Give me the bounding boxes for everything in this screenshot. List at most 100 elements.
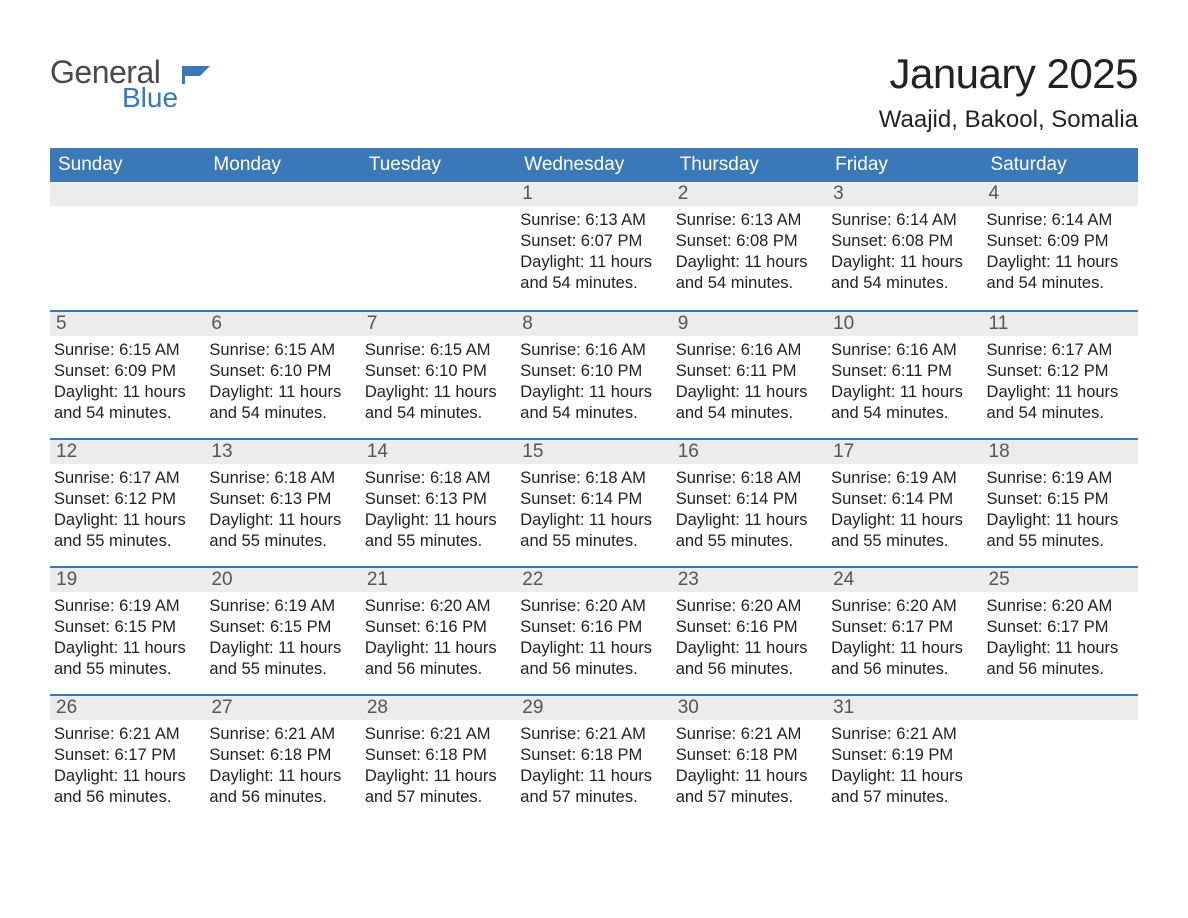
sunset-line: Sunset: 6:16 PM — [365, 617, 512, 638]
day-header-friday: Friday — [827, 148, 982, 182]
daylight-line: Daylight: 11 hours and 57 minutes. — [365, 766, 512, 808]
day-cell: 16Sunrise: 6:18 AMSunset: 6:14 PMDayligh… — [672, 438, 827, 566]
day-body: Sunrise: 6:20 AMSunset: 6:17 PMDaylight:… — [827, 592, 982, 690]
sunrise-line: Sunrise: 6:20 AM — [520, 596, 667, 617]
daylight-line: Daylight: 11 hours and 54 minutes. — [209, 382, 356, 424]
sunrise-line: Sunrise: 6:20 AM — [831, 596, 978, 617]
day-number: 2 — [672, 182, 827, 206]
daylight-line: Daylight: 11 hours and 56 minutes. — [209, 766, 356, 808]
day-body: Sunrise: 6:19 AMSunset: 6:14 PMDaylight:… — [827, 464, 982, 562]
sunrise-line: Sunrise: 6:13 AM — [520, 210, 667, 231]
day-cell: 21Sunrise: 6:20 AMSunset: 6:16 PMDayligh… — [361, 566, 516, 694]
logo-flag-icon — [182, 62, 218, 91]
sunset-line: Sunset: 6:10 PM — [209, 361, 356, 382]
day-number: 4 — [983, 182, 1138, 206]
sunset-line: Sunset: 6:12 PM — [987, 361, 1134, 382]
day-number — [205, 182, 360, 206]
day-cell: 12Sunrise: 6:17 AMSunset: 6:12 PMDayligh… — [50, 438, 205, 566]
sunset-line: Sunset: 6:07 PM — [520, 231, 667, 252]
day-cell: 23Sunrise: 6:20 AMSunset: 6:16 PMDayligh… — [672, 566, 827, 694]
daylight-line: Daylight: 11 hours and 55 minutes. — [676, 510, 823, 552]
sunrise-line: Sunrise: 6:18 AM — [209, 468, 356, 489]
sunset-line: Sunset: 6:15 PM — [54, 617, 201, 638]
sunset-line: Sunset: 6:08 PM — [676, 231, 823, 252]
sunset-line: Sunset: 6:11 PM — [831, 361, 978, 382]
sunrise-line: Sunrise: 6:16 AM — [831, 340, 978, 361]
day-number: 27 — [205, 696, 360, 720]
day-number: 22 — [516, 568, 671, 592]
day-number: 30 — [672, 696, 827, 720]
week-row: 5Sunrise: 6:15 AMSunset: 6:09 PMDaylight… — [50, 310, 1138, 438]
daylight-line: Daylight: 11 hours and 55 minutes. — [831, 510, 978, 552]
day-cell: 15Sunrise: 6:18 AMSunset: 6:14 PMDayligh… — [516, 438, 671, 566]
day-cell: 19Sunrise: 6:19 AMSunset: 6:15 PMDayligh… — [50, 566, 205, 694]
day-cell: 2Sunrise: 6:13 AMSunset: 6:08 PMDaylight… — [672, 182, 827, 310]
day-cell — [361, 182, 516, 310]
day-number: 28 — [361, 696, 516, 720]
day-cell: 18Sunrise: 6:19 AMSunset: 6:15 PMDayligh… — [983, 438, 1138, 566]
day-body: Sunrise: 6:21 AMSunset: 6:19 PMDaylight:… — [827, 720, 982, 818]
daylight-line: Daylight: 11 hours and 55 minutes. — [54, 510, 201, 552]
daylight-line: Daylight: 11 hours and 54 minutes. — [54, 382, 201, 424]
sunset-line: Sunset: 6:11 PM — [676, 361, 823, 382]
sunrise-line: Sunrise: 6:21 AM — [365, 724, 512, 745]
day-body: Sunrise: 6:17 AMSunset: 6:12 PMDaylight:… — [983, 336, 1138, 434]
day-cell: 26Sunrise: 6:21 AMSunset: 6:17 PMDayligh… — [50, 694, 205, 822]
day-number: 15 — [516, 440, 671, 464]
sunrise-line: Sunrise: 6:19 AM — [209, 596, 356, 617]
sunset-line: Sunset: 6:17 PM — [987, 617, 1134, 638]
day-cell: 13Sunrise: 6:18 AMSunset: 6:13 PMDayligh… — [205, 438, 360, 566]
daylight-line: Daylight: 11 hours and 56 minutes. — [831, 638, 978, 680]
day-cell: 1Sunrise: 6:13 AMSunset: 6:07 PMDaylight… — [516, 182, 671, 310]
day-number: 9 — [672, 312, 827, 336]
daylight-line: Daylight: 11 hours and 54 minutes. — [676, 252, 823, 294]
sunrise-line: Sunrise: 6:17 AM — [54, 468, 201, 489]
calendar-page: General Blue January 2025 Waajid, Bakool… — [0, 0, 1188, 862]
day-body: Sunrise: 6:16 AMSunset: 6:10 PMDaylight:… — [516, 336, 671, 434]
day-body: Sunrise: 6:15 AMSunset: 6:09 PMDaylight:… — [50, 336, 205, 434]
day-number: 26 — [50, 696, 205, 720]
sunset-line: Sunset: 6:17 PM — [54, 745, 201, 766]
daylight-line: Daylight: 11 hours and 54 minutes. — [520, 382, 667, 424]
day-header-row: SundayMondayTuesdayWednesdayThursdayFrid… — [50, 148, 1138, 182]
day-number: 6 — [205, 312, 360, 336]
sunset-line: Sunset: 6:16 PM — [676, 617, 823, 638]
location-subtitle: Waajid, Bakool, Somalia — [879, 106, 1138, 134]
sunrise-line: Sunrise: 6:21 AM — [676, 724, 823, 745]
sunset-line: Sunset: 6:16 PM — [520, 617, 667, 638]
day-number: 25 — [983, 568, 1138, 592]
sunrise-line: Sunrise: 6:21 AM — [520, 724, 667, 745]
day-number: 16 — [672, 440, 827, 464]
sunset-line: Sunset: 6:13 PM — [365, 489, 512, 510]
day-cell: 6Sunrise: 6:15 AMSunset: 6:10 PMDaylight… — [205, 310, 360, 438]
day-number: 17 — [827, 440, 982, 464]
day-cell: 14Sunrise: 6:18 AMSunset: 6:13 PMDayligh… — [361, 438, 516, 566]
day-cell: 25Sunrise: 6:20 AMSunset: 6:17 PMDayligh… — [983, 566, 1138, 694]
daylight-line: Daylight: 11 hours and 54 minutes. — [676, 382, 823, 424]
weeks-container: 1Sunrise: 6:13 AMSunset: 6:07 PMDaylight… — [50, 182, 1138, 822]
sunset-line: Sunset: 6:18 PM — [520, 745, 667, 766]
sunset-line: Sunset: 6:15 PM — [209, 617, 356, 638]
sunrise-line: Sunrise: 6:20 AM — [676, 596, 823, 617]
day-number: 23 — [672, 568, 827, 592]
week-row: 12Sunrise: 6:17 AMSunset: 6:12 PMDayligh… — [50, 438, 1138, 566]
day-number: 18 — [983, 440, 1138, 464]
day-body: Sunrise: 6:15 AMSunset: 6:10 PMDaylight:… — [205, 336, 360, 434]
logo-text: General Blue — [50, 56, 178, 112]
sunset-line: Sunset: 6:10 PM — [365, 361, 512, 382]
day-number: 10 — [827, 312, 982, 336]
sunset-line: Sunset: 6:18 PM — [209, 745, 356, 766]
sunrise-line: Sunrise: 6:19 AM — [987, 468, 1134, 489]
day-body: Sunrise: 6:20 AMSunset: 6:17 PMDaylight:… — [983, 592, 1138, 690]
day-cell: 24Sunrise: 6:20 AMSunset: 6:17 PMDayligh… — [827, 566, 982, 694]
sunset-line: Sunset: 6:14 PM — [676, 489, 823, 510]
day-body: Sunrise: 6:16 AMSunset: 6:11 PMDaylight:… — [827, 336, 982, 434]
day-number: 13 — [205, 440, 360, 464]
day-number: 5 — [50, 312, 205, 336]
day-number: 11 — [983, 312, 1138, 336]
day-number — [50, 182, 205, 206]
day-number: 29 — [516, 696, 671, 720]
day-body: Sunrise: 6:18 AMSunset: 6:14 PMDaylight:… — [672, 464, 827, 562]
sunset-line: Sunset: 6:19 PM — [831, 745, 978, 766]
sunset-line: Sunset: 6:09 PM — [54, 361, 201, 382]
